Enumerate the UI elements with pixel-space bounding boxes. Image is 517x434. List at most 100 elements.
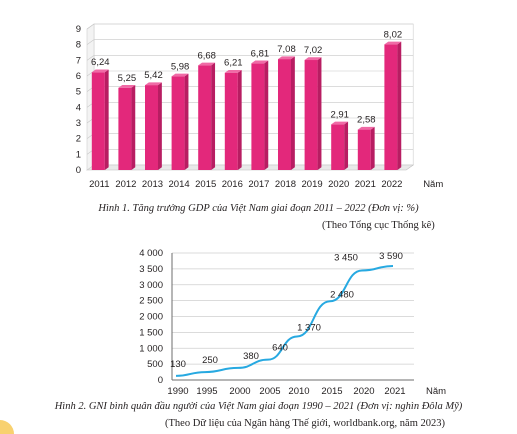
chart1-bar-front — [145, 85, 158, 170]
chart1-y-tick: 1 — [76, 149, 81, 160]
chart2-x-tick: 2015 — [321, 386, 342, 397]
chart2-x-axis-label: Năm — [426, 386, 446, 397]
chart2-y-tick: 2 500 — [139, 296, 163, 307]
chart1-y-tick: 4 — [76, 102, 81, 113]
chart1-bar-top — [251, 60, 269, 64]
chart1-title: Hình 1. Tăng trưởng GDP của Việt Nam gia… — [98, 203, 419, 214]
chart1-y-tick: 5 — [76, 87, 81, 98]
chart1-bar-side — [264, 60, 269, 171]
chart1-bar-side — [184, 73, 189, 170]
gdp-growth-chart: 0 1 2 3 4 5 6 7 8 9 6,24 2011 5,25 2012 5,42 2013 5,98 20… — [76, 23, 443, 190]
chart1-bar-side — [291, 56, 295, 170]
chart1-bar-front — [171, 76, 185, 170]
chart1-x-axis-label: Năm — [423, 179, 443, 190]
corner-decoration — [0, 420, 14, 434]
chart1-bar-side — [158, 82, 162, 170]
chart2-x-tick: 2005 — [259, 386, 280, 397]
chart1-bar — [251, 60, 269, 171]
chart1-x-tick: 2017 — [248, 179, 269, 190]
chart1-bar — [224, 69, 242, 170]
chart1-x-tick: 2019 — [302, 179, 323, 190]
chart1-caption: Hình 1. Tăng trưởng GDP của Việt Nam gia… — [0, 203, 517, 214]
chart1-bar-front — [331, 124, 345, 170]
chart2-x-tick: 2010 — [288, 386, 309, 397]
chart1-data-label: 5,42 — [144, 70, 163, 81]
chart1-data-label: 6,81 — [251, 48, 270, 59]
chart1-bar-side — [344, 121, 349, 170]
chart1-bar-side — [397, 41, 402, 170]
chart1-y-tick: 3 — [76, 118, 81, 129]
chart1-bar-side — [317, 57, 322, 170]
chart1-bar-front — [91, 72, 105, 170]
chart1-bar-top — [91, 69, 109, 73]
chart1-gridline — [86, 55, 95, 61]
chart1-bar-top — [224, 69, 242, 73]
chart1-data-label: 5,25 — [118, 73, 137, 84]
chart2-y-tick: 0 — [158, 375, 163, 386]
chart2-x-tick: 2020 — [353, 386, 374, 397]
chart1-x-tick: 2015 — [195, 179, 216, 190]
chart1-x-tick: 2012 — [115, 179, 136, 190]
chart2-data-label: 3 450 — [334, 252, 358, 263]
chart1-bar-front — [118, 87, 132, 170]
chart1-bar — [384, 41, 402, 170]
chart1-data-label: 7,08 — [277, 44, 296, 55]
chart1-data-label: 6,24 — [91, 57, 110, 68]
chart1-bar-front — [357, 129, 371, 170]
chart1-bar — [331, 121, 349, 170]
chart1-x-tick: 2021 — [355, 179, 376, 190]
chart1-x-tick: 2016 — [222, 179, 243, 190]
chart1-bar-top — [171, 73, 189, 77]
chart2-data-label: 640 — [272, 343, 288, 354]
chart2-y-tick: 1 000 — [139, 343, 163, 354]
chart2-y-tick: 4 000 — [139, 248, 163, 259]
chart1-bar — [278, 56, 295, 170]
chart1-data-label: 2,58 — [357, 115, 376, 126]
chart1-bar-side — [104, 69, 109, 170]
chart2-y-tick: 1 500 — [139, 327, 163, 338]
chart2-x-tick: 2000 — [229, 386, 250, 397]
chart1-bar-top — [145, 82, 162, 86]
chart2-x-tick: 1995 — [196, 386, 217, 397]
chart1-bar-side — [211, 62, 216, 171]
chart1-bar — [304, 57, 322, 170]
chart1-bar-side — [237, 69, 242, 170]
chart2-data-label: 2 480 — [330, 289, 354, 300]
chart2-y-tick: 3 000 — [139, 280, 163, 291]
chart1-bar — [118, 85, 136, 170]
chart2-x-tick: 1990 — [167, 386, 188, 397]
chart1-bar-front — [304, 60, 318, 170]
chart1-bar — [145, 82, 162, 170]
chart2-data-label: 3 590 — [379, 251, 403, 262]
chart1-y-tick: 6 — [76, 71, 81, 82]
chart1-y-tick: 0 — [76, 165, 81, 176]
chart1-bar-front — [198, 65, 212, 170]
chart1-bar-front — [278, 59, 291, 170]
chart1-bar-front — [224, 72, 238, 170]
chart1-y-tick: 2 — [76, 134, 81, 145]
chart1-bar-top — [331, 121, 349, 125]
chart1-y-tick: 8 — [76, 40, 81, 51]
chart2-data-label: 1 370 — [297, 323, 321, 334]
chart2-x-tick: 2021 — [384, 386, 405, 397]
chart1-x-tick: 2018 — [275, 179, 296, 190]
chart2-y-tick: 500 — [147, 359, 163, 370]
chart1-x-tick: 2014 — [169, 179, 190, 190]
chart2-source: (Theo Dữ liệu của Ngân hàng Thế giới, wo… — [165, 418, 445, 429]
chart1-y-tick: 7 — [76, 55, 81, 66]
chart1-x-tick: 2020 — [328, 179, 349, 190]
chart1-data-label: 2,91 — [330, 109, 349, 120]
chart1-y-tick: 9 — [76, 24, 81, 35]
chart2-data-label: 380 — [243, 351, 259, 362]
chart1-data-label: 6,68 — [197, 50, 216, 61]
chart1-data-label: 8,02 — [384, 29, 403, 40]
chart2-data-label: 250 — [202, 355, 218, 366]
chart1-bar — [198, 62, 216, 171]
chart1-x-tick: 2013 — [142, 179, 163, 190]
chart2-title: Hình 2. GNI bình quân đầu người của Việt… — [54, 401, 463, 412]
chart1-bar — [91, 69, 109, 170]
chart2-caption: Hình 2. GNI bình quân đầu người của Việt… — [0, 401, 517, 412]
chart1-data-label: 7,02 — [304, 45, 323, 56]
chart1-gridline — [86, 23, 95, 30]
